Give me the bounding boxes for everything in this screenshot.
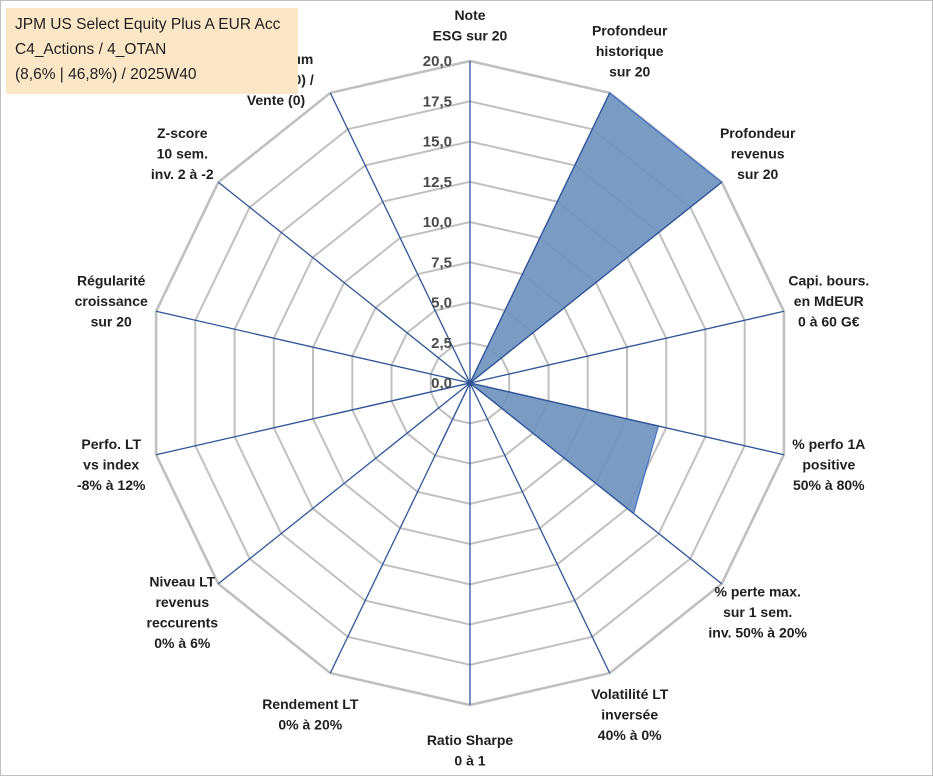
axis-spoke: [155, 310, 471, 384]
axis-spoke: [469, 181, 723, 384]
axis-label: Régularité croissance sur 20: [75, 272, 148, 329]
fund-name: JPM US Select Equity Plus A EUR Acc: [15, 16, 281, 33]
tick-label: 7,5: [431, 254, 452, 271]
chart-title-box: JPM US Select Equity Plus A EUR Acc C4_A…: [6, 8, 298, 94]
axis-label: Note ESG sur 20: [433, 7, 508, 44]
axis-label: Ratio Sharpe 0 à 1: [427, 732, 514, 769]
tick-label: 0,0: [431, 375, 452, 392]
tick-label-layer: 0,0 2,5 5,0 7,5 10,0 12,5 15,0 17,5 20,0: [423, 53, 452, 392]
tick-label: 17,5: [423, 93, 452, 110]
tick-label: 10,0: [423, 214, 452, 231]
axis-label-layer: Note ESG sur 20 Profondeur historique sur 20…: [75, 7, 870, 769]
axis-label: Niveau LT revenus reccurents 0% à 6%: [147, 573, 219, 651]
axis-spoke: [469, 382, 723, 585]
axis-label: Z-score 10 sem. inv. 2 à -2: [151, 125, 214, 182]
axis-label: % perfo 1A positive 50% à 80%: [792, 436, 865, 493]
fund-stats: (8,6% | 46,8%) / 2025W40: [15, 66, 197, 83]
axis-label: Perfo. LT vs index -8% à 12%: [77, 436, 146, 493]
tick-label: 20,0: [423, 53, 452, 70]
series-layer: [330, 91, 723, 515]
axis-label: Profondeur revenus sur 20: [720, 125, 796, 182]
axis-label: Rendement LT 0% à 20%: [262, 696, 359, 733]
axis-spoke: [217, 382, 471, 585]
axis-spoke: [329, 92, 471, 384]
axis-spoke: [217, 181, 471, 384]
tick-label: 12,5: [423, 174, 452, 191]
axis-spoke: [329, 382, 471, 674]
axis-spoke: [469, 92, 611, 384]
axis-label: Volatilité LT inversée 40% à 0%: [591, 686, 669, 743]
axis-spoke: [469, 382, 785, 456]
fund-category: C4_Actions / 4_OTAN: [15, 41, 167, 58]
axis-label: Profondeur historique sur 20: [592, 23, 668, 80]
axis-spoke: [155, 382, 471, 456]
axis-label: Capi. bours. en MdEUR 0 à 60 G€: [788, 272, 869, 329]
axis-spoke: [469, 310, 785, 384]
axis-label: % perte max. sur 1 sem. inv. 50% à 20%: [708, 584, 807, 641]
spoke-layer: [155, 61, 785, 705]
tick-label: 15,0: [423, 134, 452, 151]
tick-label: 2,5: [431, 335, 452, 352]
series-area: [330, 91, 723, 515]
tick-label: 5,0: [431, 295, 452, 312]
axis-spoke: [469, 382, 611, 674]
